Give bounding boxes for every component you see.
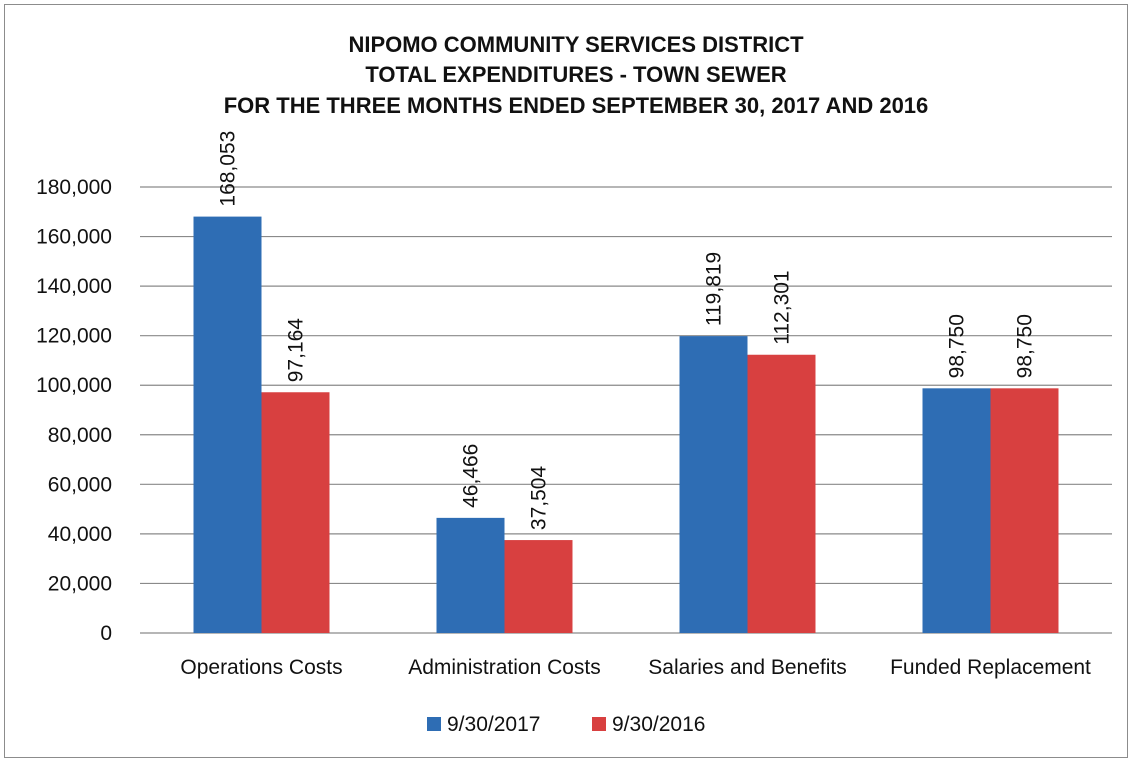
- bar: [922, 388, 991, 633]
- legend-swatch: [592, 717, 606, 731]
- data-label: 119,819: [703, 252, 726, 326]
- legend-swatch: [427, 717, 441, 731]
- category-label: Funded Replacement: [890, 656, 1091, 679]
- y-tick-label: 140,000: [36, 275, 112, 298]
- data-label: 97,164: [285, 318, 308, 383]
- y-tick-label: 180,000: [36, 176, 112, 199]
- y-tick-label: 100,000: [36, 374, 112, 397]
- category-label: Operations Costs: [180, 656, 342, 679]
- bar: [436, 517, 505, 633]
- y-tick-label: 80,000: [48, 424, 112, 447]
- y-tick-label: 120,000: [36, 325, 112, 348]
- x-axis-category-labels: Operations Costs Administration Costs Sala…: [180, 656, 1091, 679]
- data-label: 168,053: [217, 131, 240, 207]
- y-tick-label: 20,000: [48, 572, 112, 595]
- y-tick-label: 160,000: [36, 226, 112, 249]
- data-label: 98,750: [1014, 314, 1037, 378]
- category-label: Salaries and Benefits: [648, 656, 846, 679]
- y-tick-label: 0: [100, 622, 112, 645]
- data-label: 37,504: [528, 466, 551, 531]
- data-label: 46,466: [460, 444, 483, 508]
- bars: [193, 216, 1059, 634]
- bar: [990, 388, 1059, 633]
- chart-title-line-3: FOR THE THREE MONTHS ENDED SEPTEMBER 30,…: [224, 93, 929, 118]
- legend-entry: 9/30/2016: [612, 713, 705, 736]
- bar: [679, 336, 748, 633]
- bar: [261, 392, 330, 633]
- bar: [504, 540, 573, 633]
- legend: 9/30/2017 9/30/2016: [427, 713, 705, 736]
- category-label: Administration Costs: [408, 656, 601, 679]
- bar: [193, 216, 262, 634]
- y-axis-tick-labels: 0 20,000 40,000 60,000 80,000 100,000 120,000 1…: [36, 176, 112, 645]
- legend-entry: 9/30/2017: [447, 713, 540, 736]
- bar: [747, 354, 816, 633]
- y-tick-label: 40,000: [48, 523, 112, 546]
- chart-title: NIPOMO COMMUNITY SERVICES DISTRICT TOTAL…: [224, 32, 929, 118]
- data-label: 112,301: [771, 270, 794, 344]
- chart-title-line-1: NIPOMO COMMUNITY SERVICES DISTRICT: [348, 32, 804, 57]
- data-labels: 168,053 97,164 46,466 37,504 119,819 112,301 9…: [217, 131, 1037, 530]
- y-tick-label: 60,000: [48, 473, 112, 496]
- data-label: 98,750: [946, 314, 969, 378]
- chart-title-line-2: TOTAL EXPENDITURES - TOWN SEWER: [365, 62, 786, 87]
